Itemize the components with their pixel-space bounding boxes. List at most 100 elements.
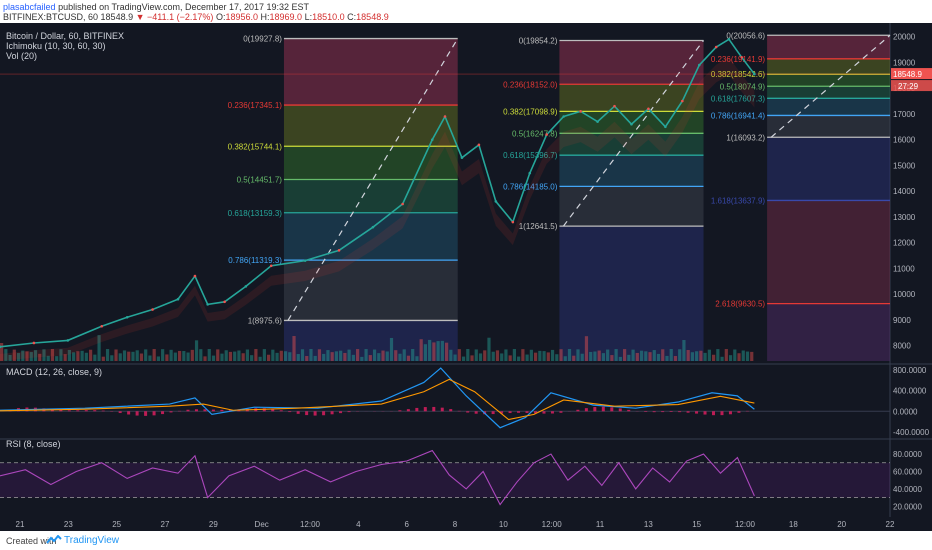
open-value: 18956.0	[225, 12, 259, 22]
macd-title[interactable]: MACD (12, 26, close, 9)	[6, 367, 102, 377]
macd-histogram-bar	[322, 411, 326, 416]
macd-histogram-bar	[712, 411, 715, 416]
macd-histogram-bar	[398, 410, 402, 412]
macd-histogram-bar	[271, 408, 275, 412]
macd-tick-label: 800.0000	[893, 366, 927, 375]
volume-bar	[105, 349, 110, 361]
price-tick-label: 9000	[893, 316, 911, 325]
author-link[interactable]: plasabcfailed	[3, 2, 56, 12]
fib-zone-1-3	[283, 146, 458, 180]
volume-bar	[610, 355, 614, 361]
volume-bar	[457, 349, 461, 361]
rsi-pane[interactable]: 80.0000 60.0000 40.0000 20.0000	[0, 449, 922, 511]
low-label: L:	[304, 12, 313, 22]
close-label: C:	[347, 12, 357, 22]
volume-bar	[245, 349, 250, 361]
price-point	[545, 133, 549, 136]
price-point	[740, 56, 743, 59]
rsi-title[interactable]: RSI (8, close)	[6, 439, 61, 449]
volume-bar	[101, 356, 105, 361]
volume-bar	[716, 349, 720, 361]
macd-pane[interactable]: 800.0000 400.0000 0.0000 -400.0000	[0, 366, 930, 437]
macd-histogram-bar	[466, 411, 470, 413]
volume-bar	[356, 349, 360, 361]
volume-bar	[639, 350, 644, 361]
macd-histogram-bar	[703, 411, 707, 415]
legend-title: Bitcoin / Dollar, 60, BITFINEX	[6, 31, 124, 41]
volume-bar	[546, 352, 550, 361]
volume-bar	[580, 353, 584, 361]
time-tick-label: Dec	[255, 520, 269, 529]
fib-zone-1-1	[283, 38, 458, 106]
volume-bar	[190, 349, 194, 361]
fib-zone-3-3	[767, 74, 890, 87]
price-point	[430, 138, 434, 141]
macd-histogram-bar	[542, 411, 546, 414]
legend-vol[interactable]: Vol (20)	[6, 51, 37, 61]
volume-bar	[224, 350, 228, 361]
time-tick-label: 23	[64, 520, 73, 529]
volume-bar	[381, 350, 385, 361]
tradingview-brand[interactable]: TradingView	[64, 535, 120, 546]
fib-level-label: 0.382(17098.9)	[503, 107, 558, 116]
fib-level-label: 1(16093.2)	[726, 133, 765, 142]
volume-bar	[220, 353, 224, 361]
macd-histogram-bar	[686, 411, 690, 413]
macd-histogram-bar	[186, 409, 190, 412]
volume-bar	[72, 352, 76, 361]
price-point	[579, 110, 582, 113]
chart-svg[interactable]: 0(19927.8) 0.236(17345.1) 0.382(15744.1) 0.…	[0, 23, 932, 531]
fib-level-label: 0.236(19141.9)	[711, 55, 766, 64]
volume-bar	[504, 349, 508, 361]
volume-bar	[148, 355, 152, 361]
volume-bar	[25, 351, 29, 361]
volume-bar	[46, 355, 50, 361]
price-point	[269, 264, 273, 268]
volume-bar	[508, 355, 512, 361]
macd-histogram-bar	[440, 407, 444, 412]
macd-histogram-bar	[144, 411, 148, 416]
volume-bar	[665, 355, 669, 361]
macd-tick-label: 400.0000	[893, 387, 927, 396]
fib-zone-3-2	[767, 58, 890, 75]
volume-bar	[576, 349, 580, 361]
time-tick-label: 15	[692, 520, 701, 529]
price-tick-label: 19000	[893, 58, 916, 67]
volume-bar	[724, 349, 728, 361]
time-tick-label: 12:00	[735, 520, 756, 529]
chart-area[interactable]: 0(19927.8) 0.236(17345.1) 0.382(15744.1) 0.…	[0, 23, 932, 531]
volume-bar	[313, 355, 317, 361]
legend-ichimoku[interactable]: Ichimoku (10, 30, 60, 30)	[6, 41, 106, 51]
price-point	[401, 202, 404, 206]
fib-zone-3-1	[767, 35, 890, 59]
volume-bar	[178, 350, 182, 361]
time-tick-label: 27	[161, 520, 170, 529]
price-point	[371, 225, 375, 229]
volume-bar	[4, 349, 8, 361]
volume-bar	[228, 351, 233, 361]
volume-bar	[517, 356, 521, 361]
macd-histogram-bar	[415, 407, 419, 412]
volume-bar	[110, 355, 114, 361]
fib-level-label: 0.618(13159.3)	[228, 209, 283, 218]
macd-histogram-bar	[135, 411, 139, 416]
price-tick-label: 20000	[893, 33, 916, 42]
volume-bar	[241, 353, 245, 361]
volume-bar	[618, 356, 622, 361]
volume-bar	[745, 351, 750, 361]
macd-histogram-bar	[288, 411, 292, 413]
volume-bar	[275, 352, 279, 361]
fib-level-label: 0.382(15744.1)	[228, 142, 283, 151]
macd-histogram-bar	[220, 409, 224, 412]
time-axis[interactable]: 21 23 25 27 29 Dec 12:00 4 6 8 10 12:00 11 13 15 12:00 1…	[16, 520, 895, 529]
open-label: O:	[215, 12, 226, 22]
volume-bar	[567, 349, 572, 361]
volume-bar	[97, 335, 101, 361]
volume-bar	[695, 351, 699, 361]
main-pane[interactable]: 0(19927.8) 0.236(17345.1) 0.382(15744.1) 0.…	[0, 23, 932, 517]
price-point	[727, 37, 731, 41]
fib-level-label: 0(19854.2)	[519, 36, 558, 45]
fib-zone-2-2	[559, 84, 704, 112]
volume-bar	[368, 355, 372, 361]
volume-bar	[122, 350, 127, 361]
